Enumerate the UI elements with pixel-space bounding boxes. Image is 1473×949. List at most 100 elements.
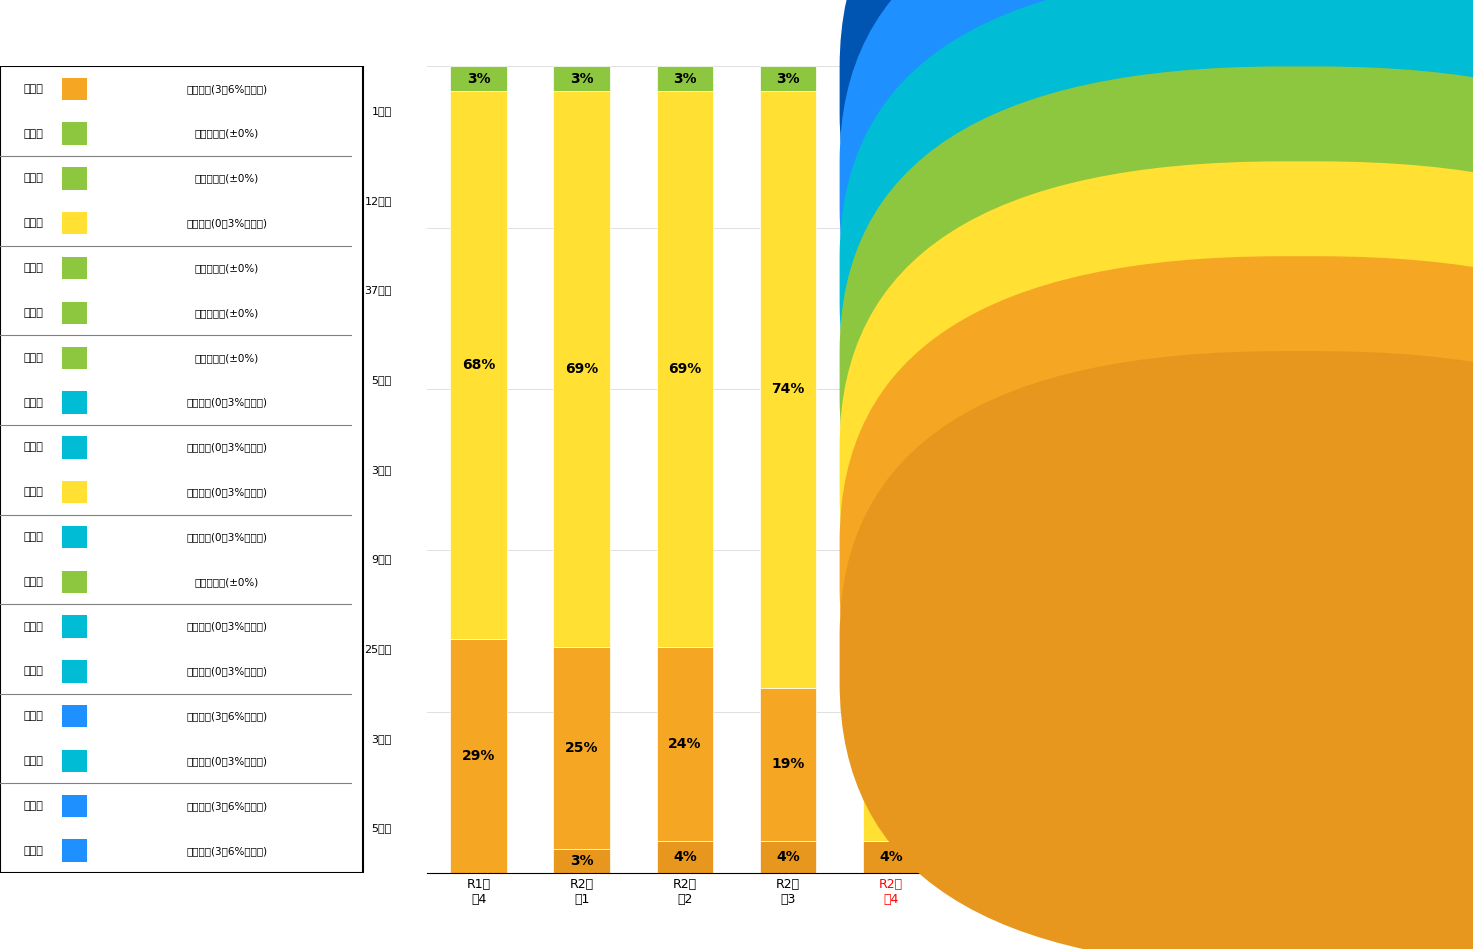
Text: 1%: 1%	[982, 862, 1006, 876]
Bar	[62, 840, 87, 862]
Text: 今　期: 今 期	[24, 487, 43, 497]
Bar	[966, 865, 1022, 873]
Text: 前　期: 前 期	[24, 174, 43, 183]
Bar	[62, 346, 87, 369]
Text: 「横ばい」(±0%): 「横ばい」(±0%)	[194, 307, 259, 318]
Text: 25%: 25%	[566, 741, 598, 755]
Text: 「下落」(0〜3%の下落): 「下落」(0〜3%の下落)	[187, 532, 267, 542]
Bar	[1173, 66, 1228, 333]
Text: 「下落」(0〜3%の下落): 「下落」(0〜3%の下落)	[187, 622, 267, 632]
Bar	[62, 122, 87, 145]
Text: 前　期: 前 期	[24, 84, 43, 94]
Bar	[451, 91, 507, 640]
Bar	[657, 841, 713, 873]
Text: 「下落」(3〜6%の下落): 「下落」(3〜6%の下落)	[186, 801, 268, 810]
Text: 69%: 69%	[875, 555, 907, 569]
Text: 「上昇」(3〜6%の上昇): 「上昇」(3〜6%の上昇)	[186, 84, 268, 94]
Bar	[62, 257, 87, 279]
Text: 54%: 54%	[1081, 641, 1114, 654]
Text: 今　期: 今 期	[24, 307, 43, 318]
Text: 前　期: 前 期	[24, 353, 43, 363]
Text: 「下落」(3〜6%の下落): 「下落」(3〜6%の下落)	[186, 846, 268, 856]
Text: 8%: 8%	[982, 334, 1006, 347]
Text: 「横ばい」(±0%): 「横ばい」(±0%)	[194, 129, 259, 139]
Bar	[554, 647, 610, 848]
Text: 4%: 4%	[673, 850, 697, 864]
Text: 今　期: 今 期	[24, 756, 43, 766]
Text: 今　期: 今 期	[24, 218, 43, 229]
Bar	[62, 570, 87, 593]
Bar	[554, 66, 610, 91]
Bar	[62, 661, 87, 682]
Text: 3%: 3%	[570, 854, 594, 868]
Text: 47%: 47%	[1184, 555, 1217, 569]
Bar	[1069, 66, 1125, 365]
Text: 前　期: 前 期	[24, 442, 43, 453]
Bar	[657, 647, 713, 841]
Bar	[62, 705, 87, 728]
Text: 74%: 74%	[772, 382, 804, 396]
Text: 3地区: 3地区	[371, 465, 392, 474]
Text: 「下落」(3〜6%の下落): 「下落」(3〜6%の下落)	[186, 711, 268, 721]
Bar	[760, 687, 816, 841]
Bar	[657, 91, 713, 647]
Text: 4%: 4%	[776, 850, 800, 864]
Text: 「下落」(0〜3%の下落): 「下落」(0〜3%の下落)	[187, 756, 267, 766]
Text: 5%: 5%	[1189, 345, 1212, 360]
Bar	[1173, 752, 1228, 873]
Text: 5地区: 5地区	[371, 824, 392, 833]
Text: 前　期: 前 期	[24, 622, 43, 632]
Bar	[451, 640, 507, 873]
Text: 「上昇」(0〜3%の上昇): 「上昇」(0〜3%の上昇)	[187, 487, 267, 497]
Text: 37地区: 37地区	[364, 286, 392, 295]
Bar	[451, 66, 507, 91]
Text: 25地区: 25地区	[364, 644, 392, 654]
Bar	[62, 212, 87, 234]
Text: 19%: 19%	[772, 757, 804, 772]
Bar	[966, 308, 1022, 373]
Bar	[62, 794, 87, 817]
Text: 今　期: 今 期	[24, 666, 43, 677]
Text: 4%: 4%	[879, 850, 903, 864]
Bar	[863, 66, 919, 252]
Text: 69%: 69%	[566, 362, 598, 376]
Text: 今　期: 今 期	[24, 129, 43, 139]
Text: 3%: 3%	[467, 71, 491, 85]
Bar	[62, 78, 87, 100]
Bar	[760, 66, 816, 91]
Text: 15%: 15%	[1184, 806, 1217, 820]
Text: 「下落」(0〜3%の下落): 「下落」(0〜3%の下落)	[187, 398, 267, 407]
Bar	[62, 302, 87, 325]
Text: 8%: 8%	[1086, 390, 1109, 404]
Text: 1%: 1%	[1086, 862, 1109, 876]
Text: 前　期: 前 期	[24, 801, 43, 810]
Text: 37%: 37%	[1081, 209, 1114, 223]
Text: 68%: 68%	[463, 358, 495, 372]
Bar	[1069, 365, 1125, 429]
Bar	[1173, 373, 1228, 752]
Bar	[62, 615, 87, 638]
Bar	[1173, 333, 1228, 373]
Bar	[760, 841, 816, 873]
Text: 「下落」(0〜3%の下落): 「下落」(0〜3%の下落)	[187, 442, 267, 453]
Text: 12地区: 12地区	[364, 195, 392, 206]
Bar	[0, 66, 362, 873]
Text: 24%: 24%	[669, 737, 701, 751]
Text: 30%: 30%	[978, 180, 1010, 195]
Text: 29%: 29%	[463, 749, 495, 763]
Text: 9地区: 9地区	[371, 554, 392, 565]
Text: 前　期: 前 期	[24, 263, 43, 273]
Text: 1地区: 1地区	[371, 106, 392, 116]
Text: 前　期: 前 期	[24, 532, 43, 542]
Text: 今　期: 今 期	[24, 398, 43, 407]
Text: 4%: 4%	[879, 261, 903, 275]
Bar	[62, 391, 87, 414]
Bar	[760, 91, 816, 687]
Bar	[62, 526, 87, 549]
Text: 61%: 61%	[978, 612, 1010, 626]
Bar	[554, 91, 610, 647]
Bar	[966, 373, 1022, 865]
Bar	[863, 252, 919, 285]
Text: 23%: 23%	[875, 152, 907, 166]
Bar	[62, 167, 87, 190]
